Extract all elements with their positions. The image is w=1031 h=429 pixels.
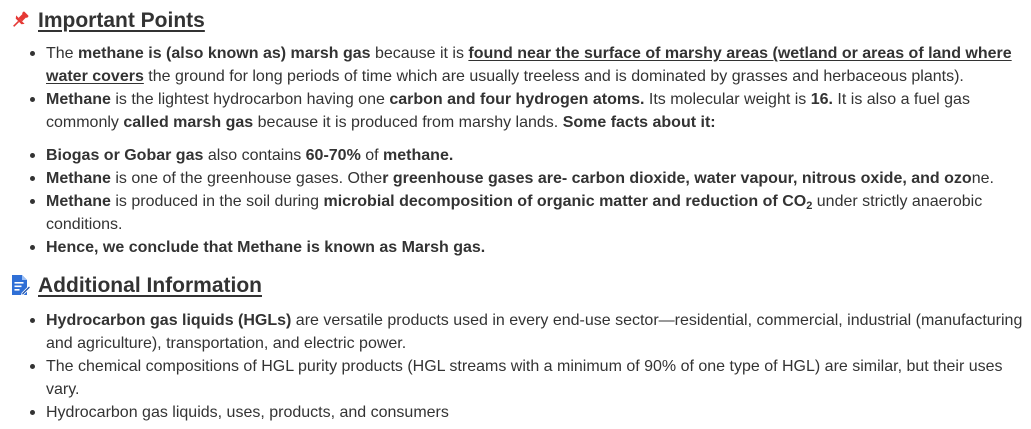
important-points-heading: Important Points xyxy=(0,6,205,34)
list-item: Hydrocarbon gas liquids, uses, products,… xyxy=(0,401,1031,424)
additional-information-heading: Additional Information xyxy=(0,271,262,299)
section-title: Additional Information xyxy=(38,273,262,297)
list-item: Hence, we conclude that Methane is known… xyxy=(0,236,1031,259)
list-item: The methane is (also known as) marsh gas… xyxy=(0,42,1031,88)
list-item: Methane is produced in the soil during m… xyxy=(0,190,1031,236)
list-item: Methane is one of the greenhouse gases. … xyxy=(0,167,1031,190)
list-item: The chemical compositions of HGL purity … xyxy=(0,355,1031,401)
additional-information-list: Hydrocarbon gas liquids (HGLs) are versa… xyxy=(0,309,1031,424)
list-item: Biogas or Gobar gas also contains 60-70%… xyxy=(0,144,1031,167)
list-item: Methane is the lightest hydrocarbon havi… xyxy=(0,88,1031,134)
document-edit-icon xyxy=(9,274,31,296)
pushpin-icon xyxy=(9,9,31,31)
important-points-list: The methane is (also known as) marsh gas… xyxy=(0,42,1031,134)
list-item: Hydrocarbon gas liquids (HGLs) are versa… xyxy=(0,309,1031,355)
facts-list: Biogas or Gobar gas also contains 60-70%… xyxy=(0,144,1031,259)
section-title: Important Points xyxy=(38,8,205,32)
